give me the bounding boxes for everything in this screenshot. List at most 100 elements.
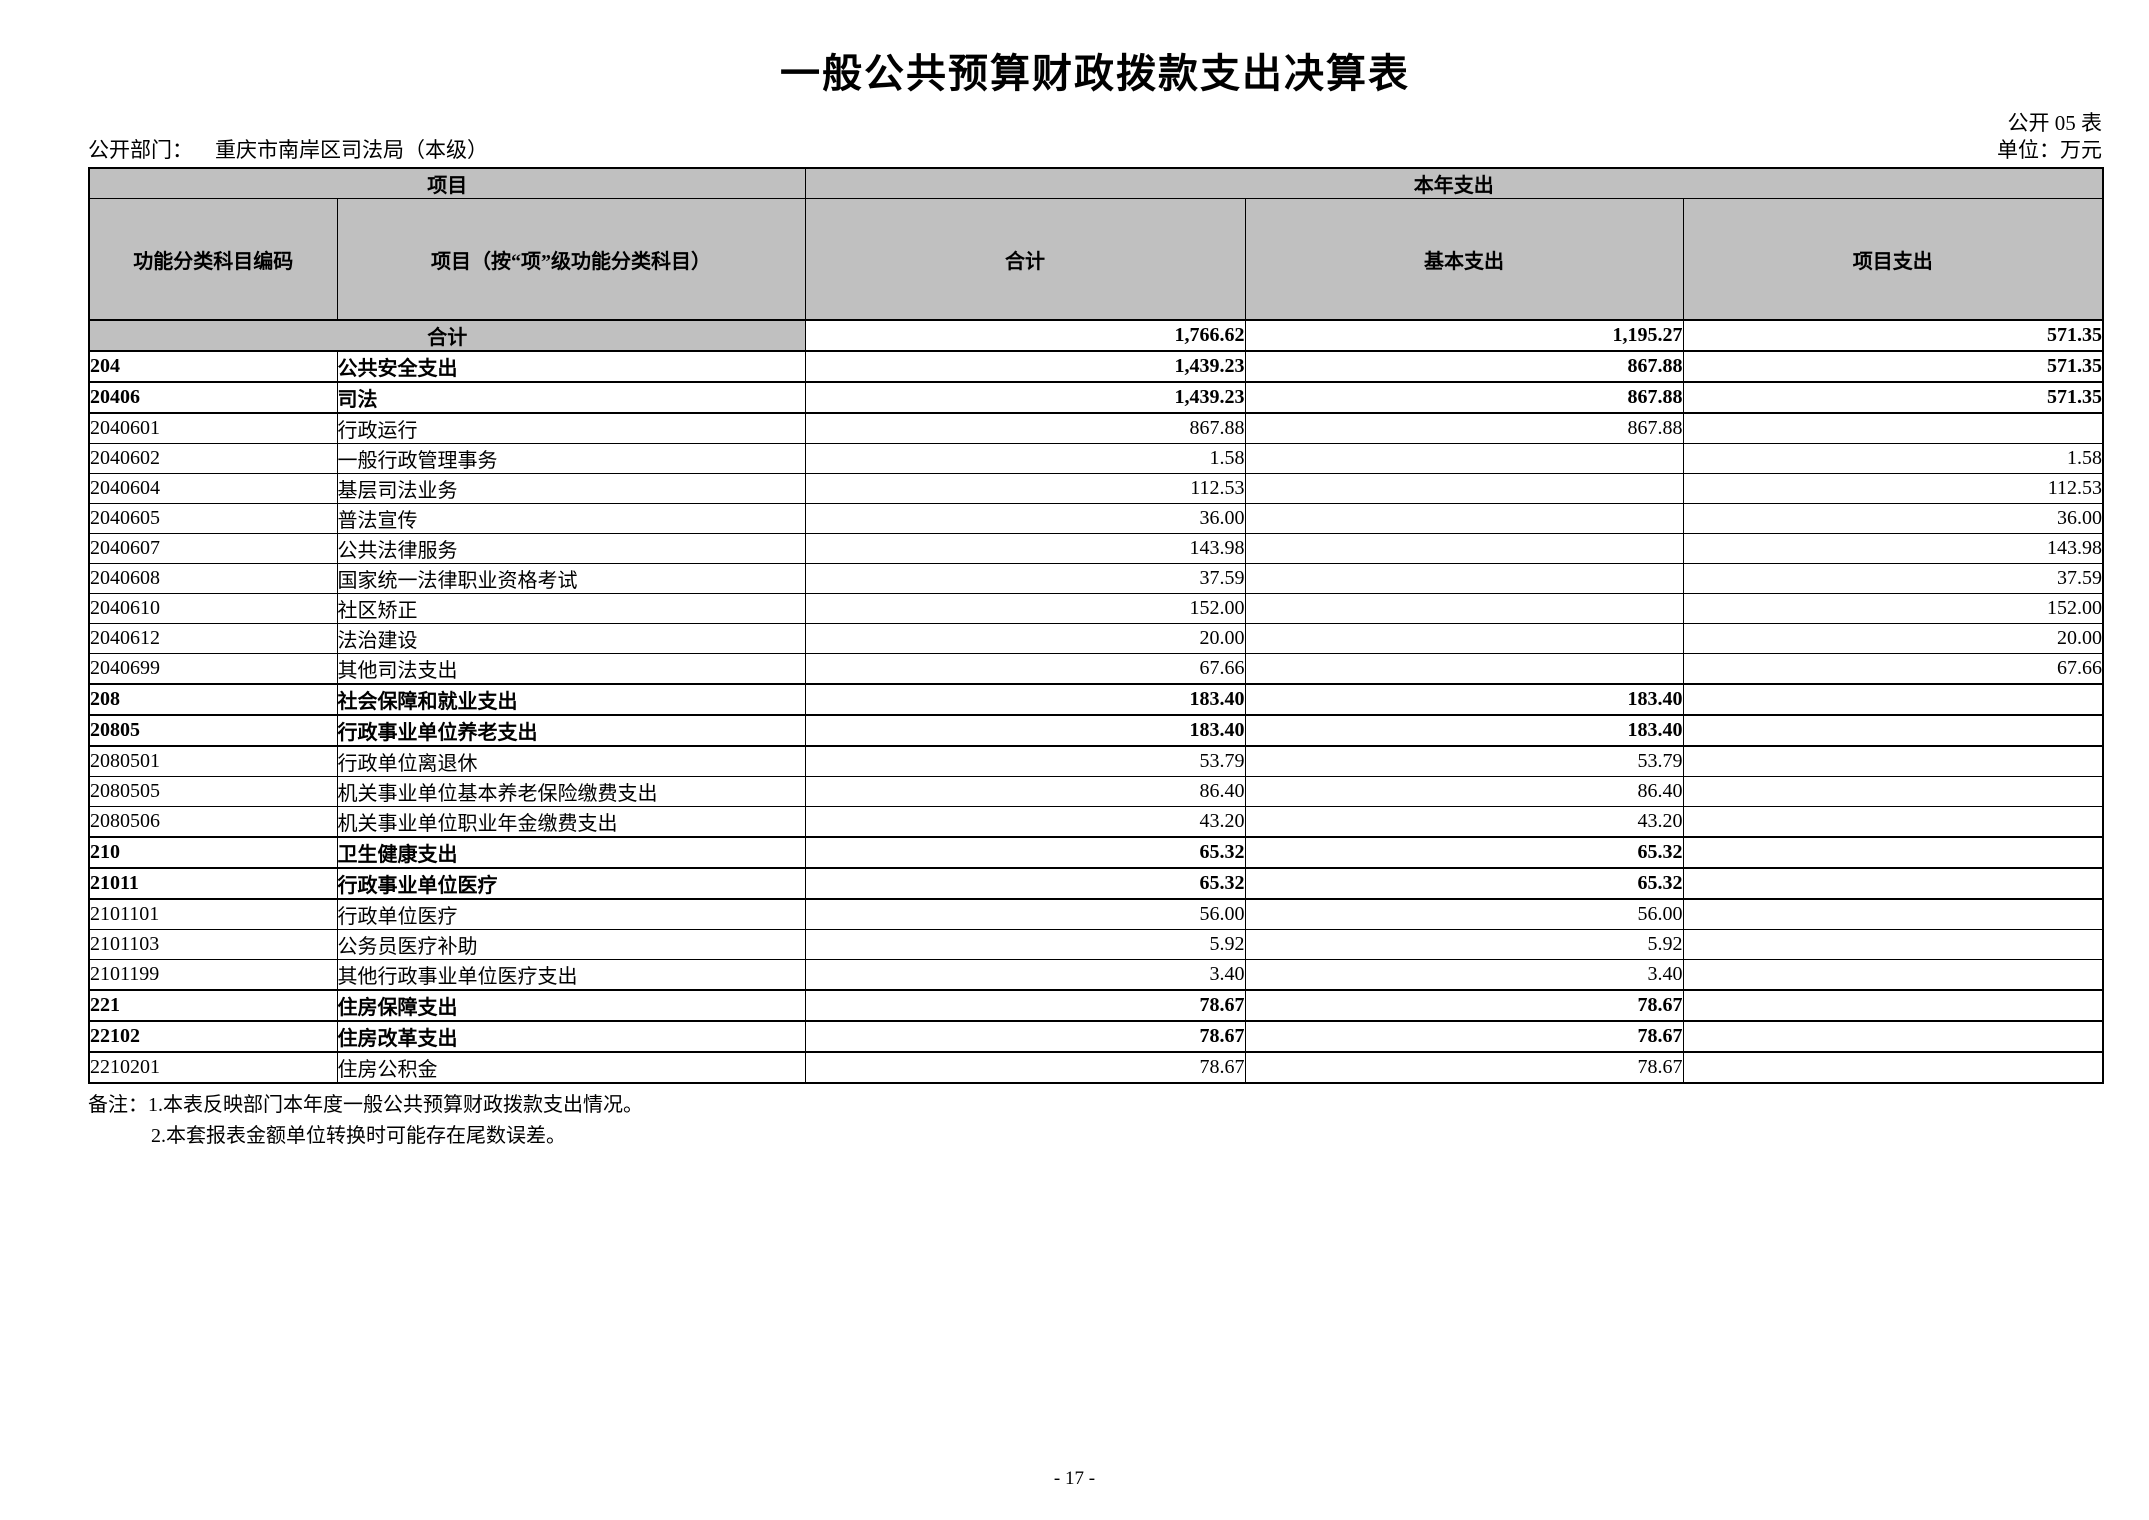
- row-basic-value: 56.00: [1244, 898, 1684, 930]
- row-project-value: 143.98: [1682, 533, 2104, 564]
- row-basic-value: 78.67: [1244, 1020, 1684, 1053]
- row-project-value: [1682, 836, 2104, 869]
- unit-label: 单位：万元: [1997, 138, 2102, 162]
- row-code: 2040605: [88, 503, 338, 534]
- table-row: 21011 行政事业单位医疗 65.32 65.32: [88, 867, 2104, 900]
- row-code: 221: [88, 989, 338, 1022]
- row-project-value: 37.59: [1682, 563, 2104, 594]
- row-item-name: 国家统一法律职业资格考试: [336, 563, 806, 594]
- row-total-value: 53.79: [804, 745, 1246, 777]
- row-total-value: 78.67: [804, 989, 1246, 1022]
- row-basic-value: [1244, 593, 1684, 624]
- row-total-value: 867.88: [804, 412, 1246, 444]
- grand-total-project: 571.35: [1682, 319, 2104, 352]
- row-code: 2080506: [88, 806, 338, 838]
- row-item-name: 公务员医疗补助: [336, 929, 806, 960]
- row-total-value: 78.67: [804, 1020, 1246, 1053]
- table-row: 221 住房保障支出 78.67 78.67: [88, 989, 2104, 1022]
- row-total-value: 43.20: [804, 806, 1246, 838]
- table-row: 2040604 基层司法业务 112.53 112.53: [88, 473, 2104, 504]
- table-row: 20406 司法 1,439.23 867.88 571.35: [88, 381, 2104, 414]
- row-basic-value: 78.67: [1244, 1051, 1684, 1084]
- row-basic-value: [1244, 653, 1684, 685]
- department-label: 公开部门：: [88, 138, 193, 162]
- table-row: 2040607 公共法律服务 143.98 143.98: [88, 533, 2104, 564]
- row-total-value: 36.00: [804, 503, 1246, 534]
- row-project-value: 571.35: [1682, 350, 2104, 383]
- row-code: 2040699: [88, 653, 338, 685]
- row-basic-value: [1244, 623, 1684, 654]
- table-row: 2040608 国家统一法律职业资格考试 37.59 37.59: [88, 563, 2104, 594]
- row-basic-value: 65.32: [1244, 867, 1684, 900]
- row-code: 2101101: [88, 898, 338, 930]
- row-project-value: 36.00: [1682, 503, 2104, 534]
- row-code: 210: [88, 836, 338, 869]
- table-row: 22102 住房改革支出 78.67 78.67: [88, 1020, 2104, 1053]
- row-project-value: 20.00: [1682, 623, 2104, 654]
- row-item-name: 住房保障支出: [336, 989, 806, 1022]
- grand-total-sum: 1,766.62: [804, 319, 1246, 352]
- table-row: 204 公共安全支出 1,439.23 867.88 571.35: [88, 350, 2104, 383]
- row-project-value: [1682, 745, 2104, 777]
- footnotes: 备注：1.本表反映部门本年度一般公共预算财政拨款支出情况。 2.本套报表金额单位…: [88, 1090, 2102, 1152]
- table-row: 2040610 社区矫正 152.00 152.00: [88, 593, 2104, 624]
- row-item-name: 其他司法支出: [336, 653, 806, 685]
- row-basic-value: 867.88: [1244, 350, 1684, 383]
- row-basic-value: 183.40: [1244, 714, 1684, 747]
- row-item-name: 司法: [336, 381, 806, 414]
- table-row: 2101199 其他行政事业单位医疗支出 3.40 3.40: [88, 959, 2104, 991]
- row-total-value: 5.92: [804, 929, 1246, 960]
- row-basic-value: 3.40: [1244, 959, 1684, 991]
- row-total-value: 65.32: [804, 836, 1246, 869]
- row-code: 20805: [88, 714, 338, 747]
- table-body: 合计 1,766.62 1,195.27 571.35 204 公共安全支出 1,4…: [88, 319, 2104, 1084]
- row-code: 2101199: [88, 959, 338, 991]
- table-row: 2210201 住房公积金 78.67 78.67: [88, 1051, 2104, 1084]
- row-basic-value: [1244, 563, 1684, 594]
- row-total-value: 3.40: [804, 959, 1246, 991]
- row-project-value: [1682, 1051, 2104, 1084]
- grand-total-label: 合计: [88, 319, 806, 352]
- row-basic-value: 78.67: [1244, 989, 1684, 1022]
- row-item-name: 其他行政事业单位医疗支出: [336, 959, 806, 991]
- row-project-value: [1682, 959, 2104, 991]
- document-page: 一般公共预算财政拨款支出决算表 公开 05 表 公开部门： 重庆市南岸区司法局（本…: [88, 0, 2105, 1152]
- row-project-value: [1682, 714, 2104, 747]
- row-total-value: 152.00: [804, 593, 1246, 624]
- row-project-value: [1682, 898, 2104, 930]
- meta-row: 公开部门： 重庆市南岸区司法局（本级） 单位：万元: [88, 136, 2102, 164]
- row-item-name: 住房公积金: [336, 1051, 806, 1084]
- row-total-value: 1.58: [804, 443, 1246, 474]
- row-code: 22102: [88, 1020, 338, 1053]
- row-project-value: 152.00: [1682, 593, 2104, 624]
- row-code: 208: [88, 683, 338, 716]
- row-item-name: 机关事业单位职业年金缴费支出: [336, 806, 806, 838]
- table-row: 20805 行政事业单位养老支出 183.40 183.40: [88, 714, 2104, 747]
- row-total-value: 37.59: [804, 563, 1246, 594]
- department-line: 公开部门： 重庆市南岸区司法局（本级）: [88, 136, 488, 164]
- row-basic-value: [1244, 473, 1684, 504]
- table-row: 2080505 机关事业单位基本养老保险缴费支出 86.40 86.40: [88, 776, 2104, 807]
- row-project-value: [1682, 929, 2104, 960]
- row-code: 20406: [88, 381, 338, 414]
- table-row: 2040699 其他司法支出 67.66 67.66: [88, 653, 2104, 685]
- row-total-value: 78.67: [804, 1051, 1246, 1084]
- row-total-value: 1,439.23: [804, 381, 1246, 414]
- row-project-value: [1682, 806, 2104, 838]
- row-code: 204: [88, 350, 338, 383]
- header-columns-row: 功能分类科目编码 项目（按“项”级功能分类科目） 合计 基本支出 项目支出: [88, 198, 2104, 321]
- row-basic-value: [1244, 443, 1684, 474]
- row-project-value: 571.35: [1682, 381, 2104, 414]
- row-basic-value: 43.20: [1244, 806, 1684, 838]
- row-basic-value: 183.40: [1244, 683, 1684, 716]
- row-code: 21011: [88, 867, 338, 900]
- row-code: 2080501: [88, 745, 338, 777]
- table-row: 2040602 一般行政管理事务 1.58 1.58: [88, 443, 2104, 474]
- row-basic-value: 53.79: [1244, 745, 1684, 777]
- table-row: 2040601 行政运行 867.88 867.88: [88, 412, 2104, 444]
- row-project-value: 1.58: [1682, 443, 2104, 474]
- row-total-value: 56.00: [804, 898, 1246, 930]
- table-row: 2040612 法治建设 20.00 20.00: [88, 623, 2104, 654]
- row-basic-value: 867.88: [1244, 412, 1684, 444]
- row-item-name: 行政事业单位医疗: [336, 867, 806, 900]
